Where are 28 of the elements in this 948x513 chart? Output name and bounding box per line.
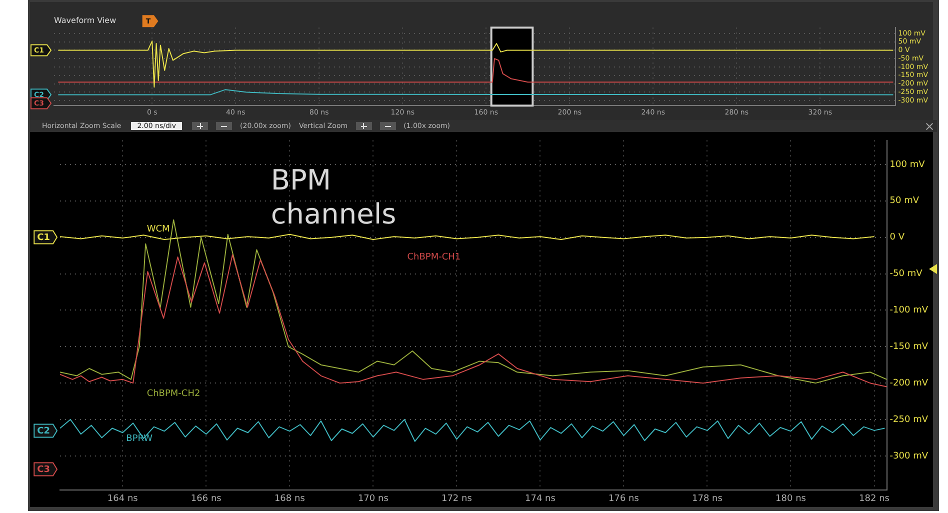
x-tick-label: 166 ns — [190, 494, 222, 504]
chart-title: Waveform View — [54, 16, 117, 25]
y-tick-label: 0 V — [890, 232, 906, 243]
x-tick-label: 168 ns — [274, 494, 306, 504]
x-tick-label: 172 ns — [441, 494, 472, 504]
y-tick-label: -250 mV — [890, 414, 929, 425]
y-tick-label: -200 mV — [890, 378, 929, 388]
x-tick-label: 174 ns — [524, 494, 556, 504]
series-label: BPRW — [126, 434, 153, 444]
text: ChBPM-CH2 — [146, 388, 200, 399]
x-tick-label: 178 ns — [692, 494, 723, 504]
y-tick-label: -150 mV — [890, 342, 929, 352]
x-tick-label: 176 ns — [608, 494, 640, 504]
y-tick-label: 50 mV — [890, 196, 920, 206]
text: C2 — [37, 426, 50, 437]
y-tick-label: -300 mV — [890, 451, 929, 462]
series-label: WCM — [146, 224, 170, 234]
x-tick-label: 182 ns — [859, 494, 890, 504]
text: C3 — [37, 465, 50, 476]
x-tick-label: 180 ns — [776, 494, 806, 504]
y-tick-label: -100 mV — [890, 306, 929, 316]
x-tick-label: 164 ns — [107, 494, 138, 504]
y-tick-label: 100 mV — [890, 160, 926, 170]
y-tick-label: -50 mV — [890, 269, 924, 280]
annotation: BPM channels — [270, 164, 396, 231]
text: ChBPM-CH1 — [407, 252, 461, 262]
text: C1 — [37, 233, 50, 244]
x-tick-label: 170 ns — [358, 494, 389, 504]
